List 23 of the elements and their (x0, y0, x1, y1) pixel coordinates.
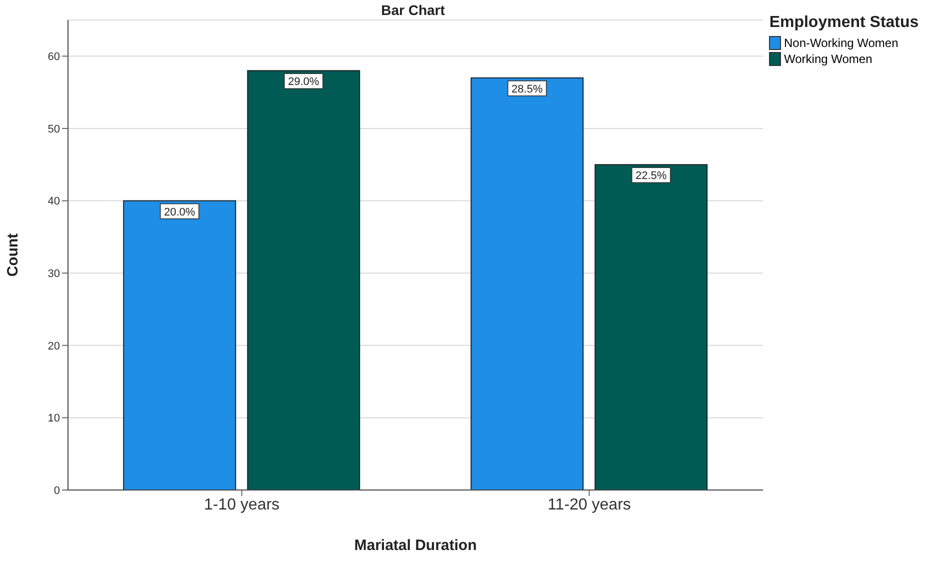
y-tick-label: 50 (48, 123, 60, 136)
y-tick-label: 30 (48, 268, 60, 280)
x-tick-label: 1-10 years (204, 496, 280, 514)
y-axis-title: Count (4, 233, 22, 277)
bar (594, 164, 708, 490)
annotation: 29.0% (288, 76, 320, 88)
annotation: 20.0% (164, 206, 196, 218)
annotation: 22.5% (636, 170, 667, 182)
legend-label: Non-Working Women (784, 36, 898, 50)
y-tick-label: 20 (48, 340, 60, 352)
y-tick-label: 10 (48, 412, 60, 425)
annotation: 28.5% (512, 83, 543, 96)
x-axis-title: Mariatal Duration (354, 537, 477, 554)
y-tick-label: 60 (48, 51, 60, 64)
chart-title: Bar Chart (380, 2, 446, 18)
legend-title: Employment Status (769, 14, 919, 32)
bar (247, 70, 360, 490)
legend-label: Working Women (784, 52, 872, 66)
bar (123, 200, 236, 490)
y-tick-label: 0 (54, 484, 60, 497)
bar (470, 77, 584, 490)
x-tick-label: 11-20 years (548, 496, 631, 514)
y-tick-label: 40 (48, 196, 60, 208)
